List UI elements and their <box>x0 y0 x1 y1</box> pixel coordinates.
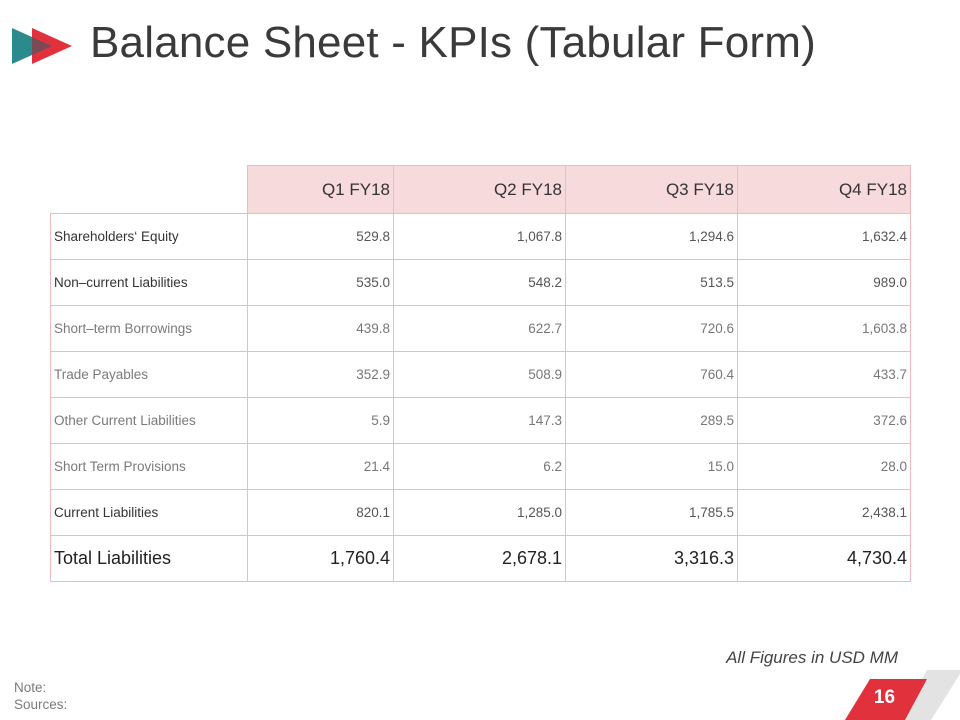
arrow-logo-icon <box>12 28 72 64</box>
value-cell: 1,067.8 <box>393 213 566 260</box>
page-number-badge <box>845 670 960 720</box>
value-cell: 1,785.5 <box>565 489 738 536</box>
value-cell: 760.4 <box>565 351 738 398</box>
value-cell: 439.8 <box>247 305 394 352</box>
value-cell: 433.7 <box>737 351 911 398</box>
row-label: Trade Payables <box>50 351 248 398</box>
column-header-q1: Q1 FY18 <box>247 165 394 214</box>
value-cell: 28.0 <box>737 443 911 490</box>
table-row-current-liabilities: Current Liabilities 820.1 1,285.0 1,785.… <box>50 489 911 536</box>
value-cell: 372.6 <box>737 397 911 444</box>
column-header-q3: Q3 FY18 <box>565 165 738 214</box>
value-cell: 3,316.3 <box>565 535 738 582</box>
column-header-q4: Q4 FY18 <box>737 165 911 214</box>
value-cell: 622.7 <box>393 305 566 352</box>
value-cell: 820.1 <box>247 489 394 536</box>
table-header-row: Q1 FY18 Q2 FY18 Q3 FY18 Q4 FY18 <box>50 165 911 214</box>
value-cell: 6.2 <box>393 443 566 490</box>
value-cell: 4,730.4 <box>737 535 911 582</box>
value-cell: 147.3 <box>393 397 566 444</box>
value-cell: 1,603.8 <box>737 305 911 352</box>
value-cell: 352.9 <box>247 351 394 398</box>
value-cell: 15.0 <box>565 443 738 490</box>
value-cell: 289.5 <box>565 397 738 444</box>
value-cell: 21.4 <box>247 443 394 490</box>
table-row-non-current-liabilities: Non–current Liabilities 535.0 548.2 513.… <box>50 259 911 306</box>
value-cell: 1,760.4 <box>247 535 394 582</box>
row-label: Shareholders‘ Equity <box>50 213 248 260</box>
figures-footnote: All Figures in USD MM <box>726 648 898 667</box>
slide-title: Balance Sheet - KPIs (Tabular Form) <box>90 18 816 67</box>
value-cell: 1,294.6 <box>565 213 738 260</box>
value-cell: 5.9 <box>247 397 394 444</box>
row-label: Total Liabilities <box>50 535 248 582</box>
value-cell: 1,632.4 <box>737 213 911 260</box>
note-label: Note: <box>14 680 47 695</box>
value-cell: 529.8 <box>247 213 394 260</box>
table-row-short-term-provisions: Short Term Provisions 21.4 6.2 15.0 28.0 <box>50 443 911 490</box>
value-cell: 989.0 <box>737 259 911 306</box>
value-cell: 508.9 <box>393 351 566 398</box>
sources-label: Sources: <box>14 697 68 712</box>
table-row-trade-payables: Trade Payables 352.9 508.9 760.4 433.7 <box>50 351 911 398</box>
value-cell: 2,438.1 <box>737 489 911 536</box>
value-cell: 1,285.0 <box>393 489 566 536</box>
row-label: Non–current Liabilities <box>50 259 248 306</box>
value-cell: 548.2 <box>393 259 566 306</box>
value-cell: 720.6 <box>565 305 738 352</box>
page-number: 16 <box>873 687 896 708</box>
row-label: Current Liabilities <box>50 489 248 536</box>
value-cell: 513.5 <box>565 259 738 306</box>
row-label: Short Term Provisions <box>50 443 248 490</box>
row-label: Short–term Borrowings <box>50 305 248 352</box>
value-cell: 2,678.1 <box>393 535 566 582</box>
value-cell: 535.0 <box>247 259 394 306</box>
table-row-short-term-borrowings: Short–term Borrowings 439.8 622.7 720.6 … <box>50 305 911 352</box>
header-corner-cell <box>50 165 248 214</box>
kpi-table: Q1 FY18 Q2 FY18 Q3 FY18 Q4 FY18 Sharehol… <box>50 165 911 582</box>
table-row-other-current-liabilities: Other Current Liabilities 5.9 147.3 289.… <box>50 397 911 444</box>
table-row-total-liabilities: Total Liabilities 1,760.4 2,678.1 3,316.… <box>50 535 911 582</box>
notes-block: Note: Sources: <box>14 679 67 713</box>
row-label: Other Current Liabilities <box>50 397 248 444</box>
column-header-q2: Q2 FY18 <box>393 165 566 214</box>
table-row-shareholders-equity: Shareholders‘ Equity 529.8 1,067.8 1,294… <box>50 213 911 260</box>
